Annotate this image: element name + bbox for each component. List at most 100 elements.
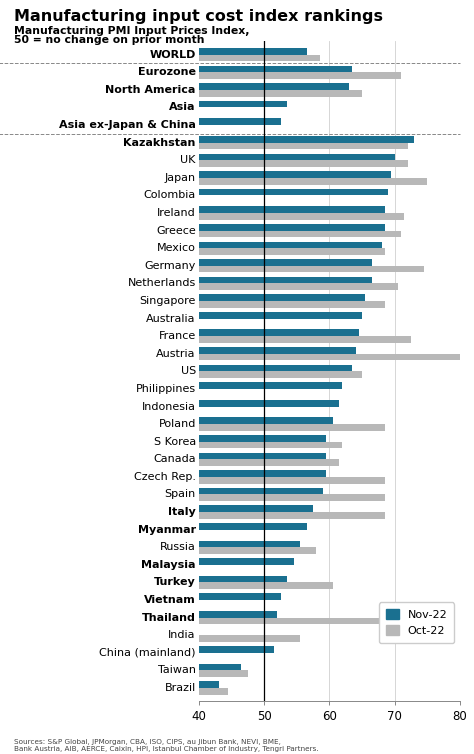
Bar	[199, 301, 385, 308]
Bar	[199, 66, 352, 72]
Bar	[199, 347, 356, 354]
Bar	[199, 259, 372, 265]
Text: Malaysia: Malaysia	[141, 560, 196, 570]
Bar	[199, 207, 385, 213]
Text: Austria: Austria	[156, 349, 196, 359]
Bar	[199, 72, 401, 79]
Legend: Nov-22, Oct-22: Nov-22, Oct-22	[379, 602, 454, 643]
Bar	[199, 54, 319, 61]
Bar	[199, 231, 401, 238]
Text: WORLD: WORLD	[149, 50, 196, 60]
Bar	[199, 418, 333, 424]
Text: UK: UK	[181, 155, 196, 165]
Bar	[199, 143, 408, 149]
Bar	[199, 670, 248, 677]
Bar	[199, 477, 385, 483]
Text: China (mainland): China (mainland)	[100, 648, 196, 657]
Text: Czech Rep.: Czech Rep.	[134, 472, 196, 482]
Bar	[199, 354, 460, 360]
Bar	[199, 277, 372, 284]
Text: Myanmar: Myanmar	[137, 525, 196, 535]
Bar	[199, 329, 359, 336]
Text: Ireland: Ireland	[157, 208, 196, 218]
Text: Kazakhstan: Kazakhstan	[123, 138, 196, 148]
Text: Australia: Australia	[146, 314, 196, 323]
Text: Turkey: Turkey	[154, 578, 196, 587]
Bar	[199, 541, 300, 547]
Text: S Korea: S Korea	[154, 437, 196, 446]
Bar	[199, 618, 385, 624]
Text: Asia ex-Japan & China: Asia ex-Japan & China	[59, 120, 196, 130]
Bar	[199, 646, 274, 653]
Bar	[199, 48, 307, 54]
Text: India: India	[168, 630, 196, 640]
Bar	[199, 213, 404, 219]
Bar	[199, 294, 365, 301]
Bar	[199, 682, 219, 688]
Text: Philippines: Philippines	[136, 384, 196, 394]
Bar	[199, 442, 342, 449]
Bar	[199, 424, 385, 431]
Text: Germany: Germany	[145, 261, 196, 271]
Bar	[199, 435, 326, 442]
Text: US: US	[181, 366, 196, 376]
Bar	[199, 160, 408, 167]
Bar	[199, 582, 333, 589]
Bar	[199, 118, 281, 125]
Bar	[199, 664, 241, 670]
Bar	[199, 382, 342, 389]
Text: Manufacturing input cost index rankings: Manufacturing input cost index rankings	[14, 9, 383, 24]
Text: Singapore: Singapore	[139, 296, 196, 306]
Text: Canada: Canada	[153, 455, 196, 464]
Text: Spain: Spain	[164, 489, 196, 499]
Bar	[199, 336, 411, 343]
Bar	[199, 154, 394, 160]
Text: Netherlands: Netherlands	[128, 278, 196, 288]
Bar	[199, 266, 424, 272]
Bar	[199, 365, 352, 371]
Text: Indonesia: Indonesia	[142, 402, 196, 412]
Bar	[199, 593, 281, 600]
Bar	[199, 171, 392, 178]
Bar	[199, 284, 398, 290]
Bar	[199, 547, 316, 554]
Text: Asia: Asia	[169, 103, 196, 112]
Bar	[199, 312, 362, 318]
Text: Brazil: Brazil	[164, 683, 196, 693]
Bar	[199, 241, 382, 248]
Bar	[199, 400, 339, 406]
Text: Mexico: Mexico	[157, 244, 196, 253]
Text: Thailand: Thailand	[142, 613, 196, 623]
Text: Italy: Italy	[168, 507, 196, 517]
Text: Greece: Greece	[156, 225, 196, 235]
Bar	[199, 459, 339, 466]
Bar	[199, 136, 414, 143]
Bar	[199, 248, 385, 255]
Bar	[199, 452, 326, 459]
Bar	[199, 523, 307, 529]
Text: Russia: Russia	[160, 542, 196, 552]
Bar	[199, 688, 228, 694]
Text: Eurozone: Eurozone	[138, 67, 196, 77]
Bar	[199, 611, 277, 618]
Bar	[199, 495, 385, 501]
Text: Sources: S&P Global, JPMorgan, CBA, ISO, CIPS, au Jibun Bank, NEVI, BME,
Bank Au: Sources: S&P Global, JPMorgan, CBA, ISO,…	[14, 740, 319, 752]
Bar	[199, 576, 287, 582]
Text: France: France	[159, 331, 196, 341]
Text: Colombia: Colombia	[144, 191, 196, 201]
Bar	[199, 224, 385, 231]
Bar	[199, 188, 388, 195]
Bar	[199, 83, 349, 90]
Bar	[199, 488, 323, 495]
Bar	[199, 512, 385, 519]
Text: Taiwan: Taiwan	[158, 666, 196, 676]
Bar	[199, 635, 300, 642]
Bar	[199, 558, 293, 565]
Text: Vietnam: Vietnam	[144, 595, 196, 605]
Text: 50 = no change on prior month: 50 = no change on prior month	[14, 35, 205, 44]
Text: North America: North America	[105, 85, 196, 95]
Bar	[199, 90, 362, 97]
Bar	[199, 101, 287, 107]
Text: Japan: Japan	[164, 173, 196, 182]
Text: Poland: Poland	[158, 419, 196, 429]
